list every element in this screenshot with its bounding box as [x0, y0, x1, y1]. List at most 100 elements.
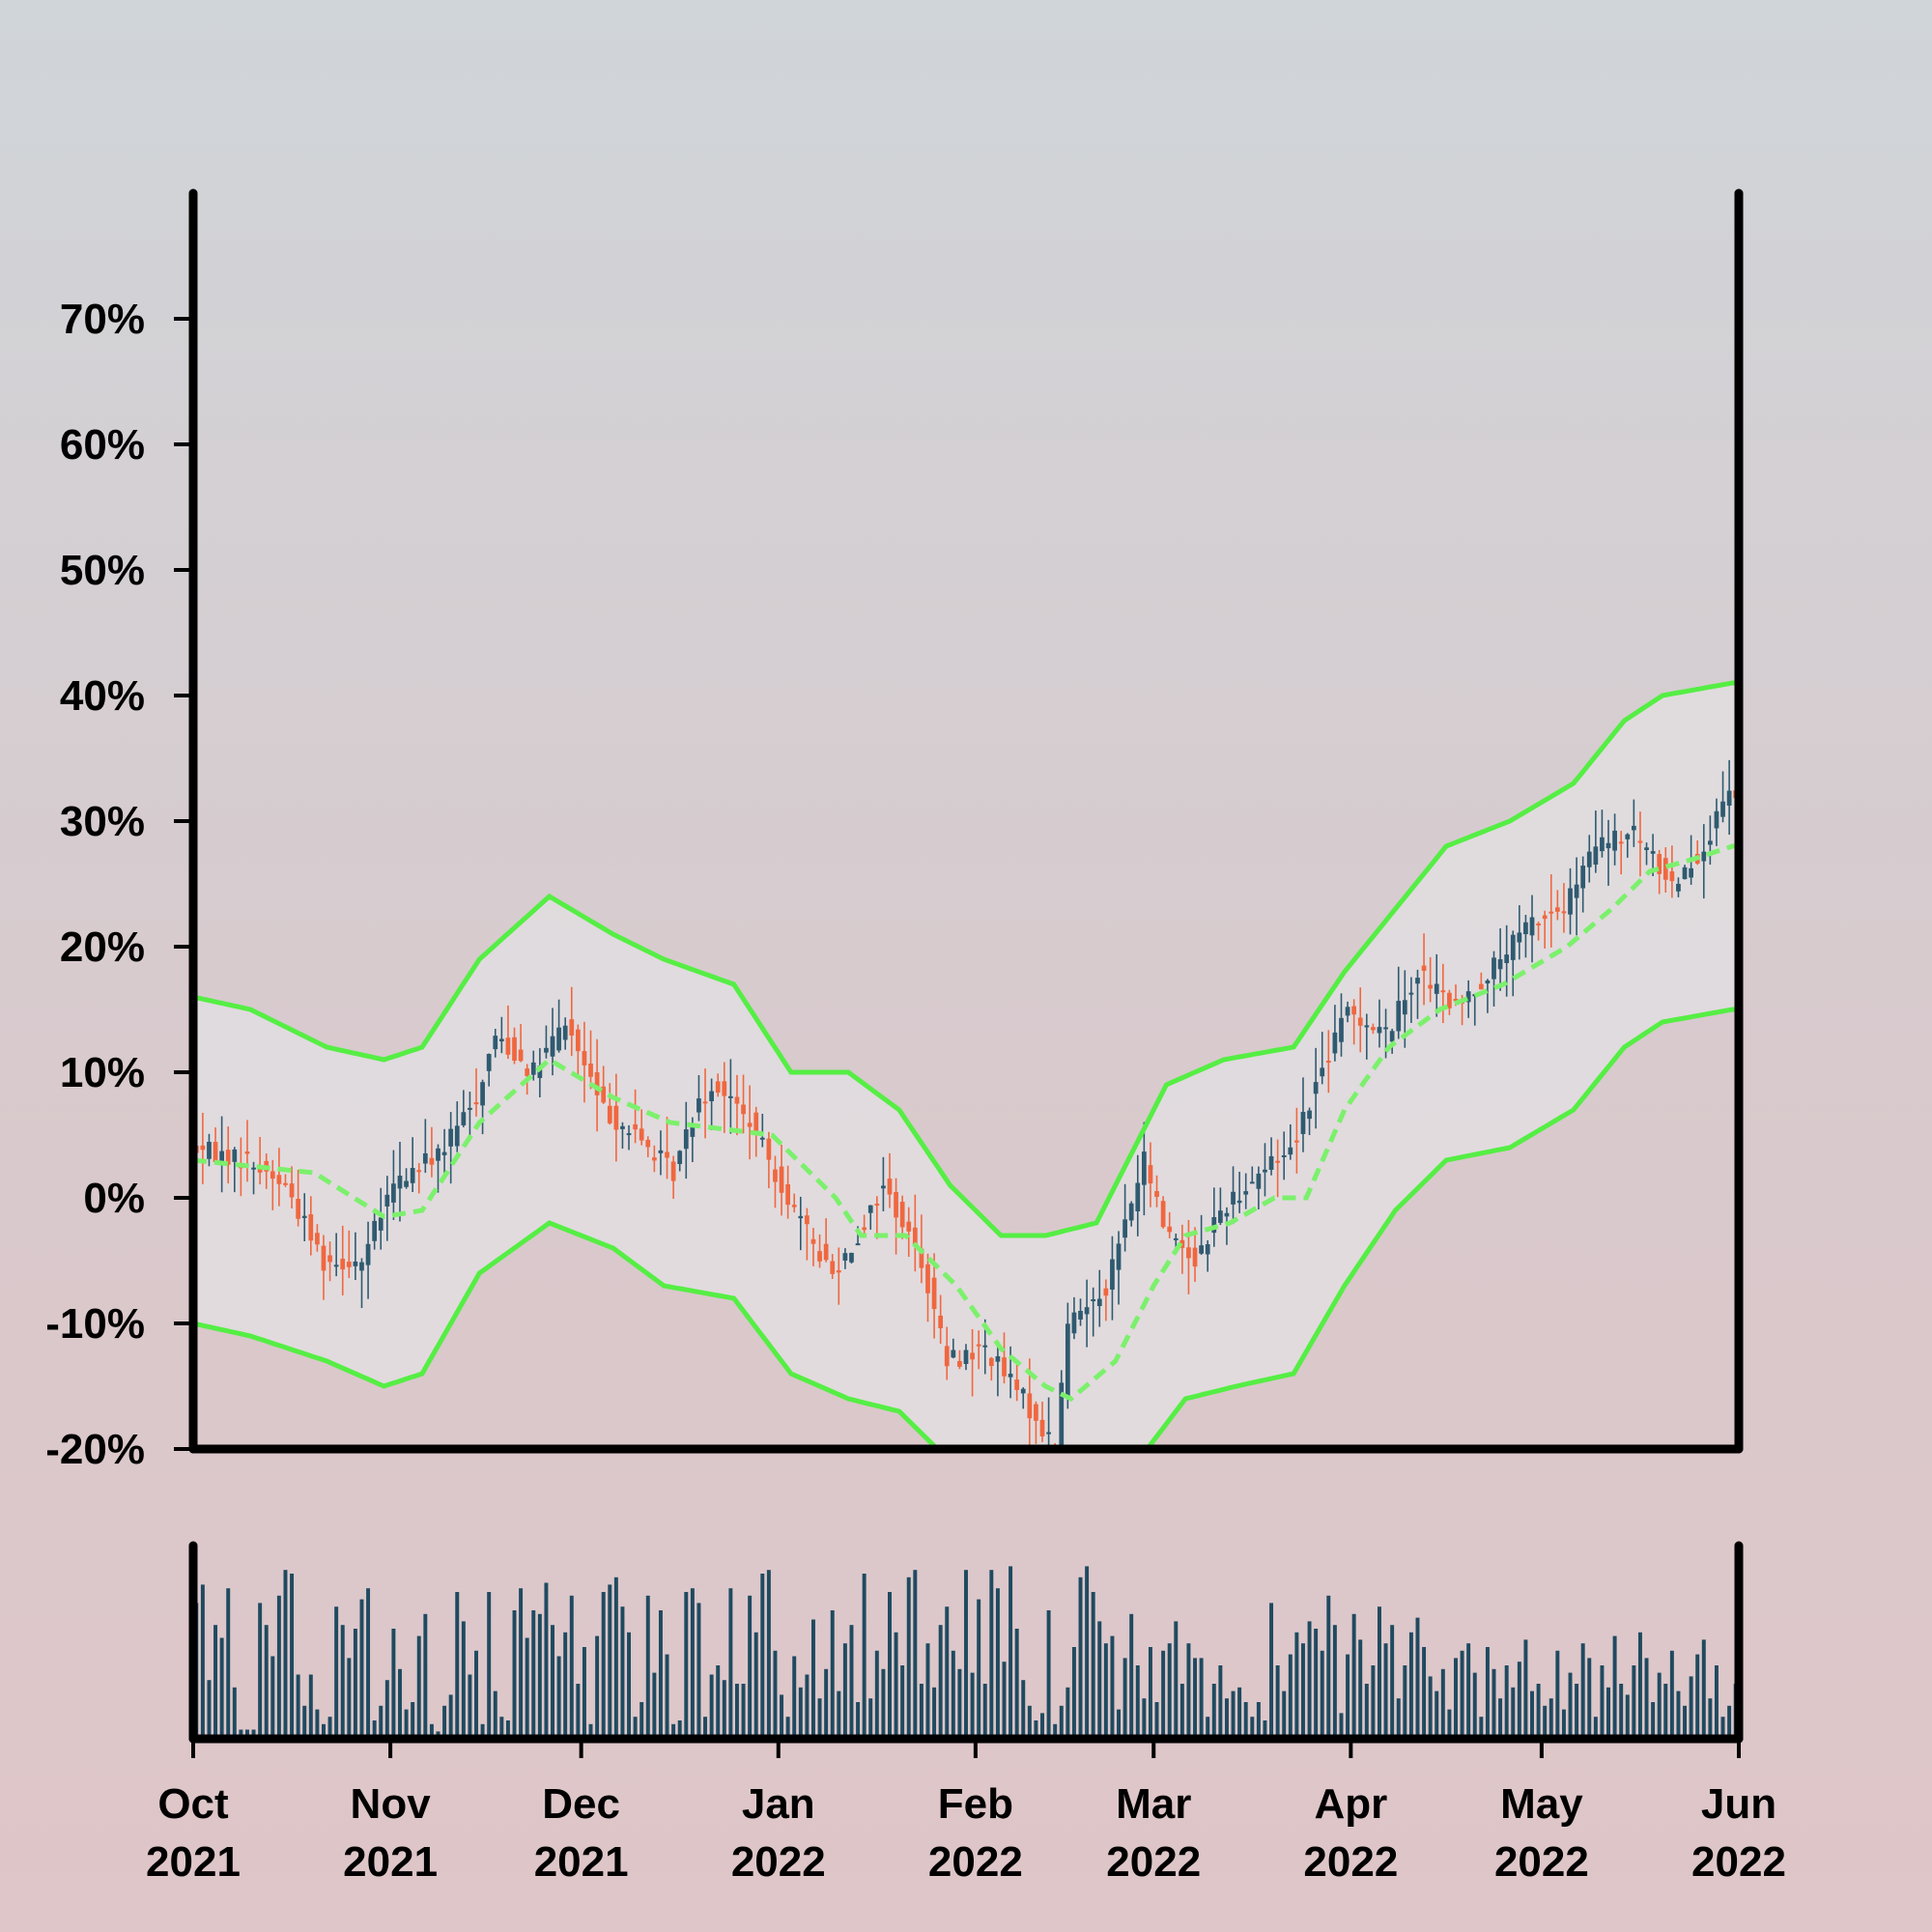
candle	[1154, 1175, 1159, 1208]
candle-body	[315, 1233, 320, 1245]
candle-body	[537, 1065, 543, 1078]
candle	[944, 1326, 950, 1380]
volume-bar	[366, 1588, 371, 1739]
volume-bar	[1243, 1702, 1248, 1739]
candle-body	[1141, 1151, 1147, 1185]
candle-body	[995, 1355, 1001, 1362]
candle-body	[1281, 1154, 1287, 1157]
candle	[715, 1073, 721, 1097]
candle-body	[562, 1025, 568, 1040]
volume-bar	[1161, 1650, 1166, 1739]
volume-panel	[188, 1541, 1744, 1744]
candle	[1485, 979, 1491, 1013]
candle	[1478, 972, 1484, 990]
volume-bar	[423, 1613, 428, 1739]
candle-body	[728, 1095, 733, 1098]
volume-bar	[805, 1674, 810, 1739]
candle	[970, 1328, 975, 1397]
volume-bar	[1034, 1720, 1038, 1739]
candle	[562, 1017, 568, 1050]
candle	[670, 1155, 676, 1200]
candle-body	[639, 1128, 644, 1141]
candle	[1408, 977, 1414, 1023]
volume-bar	[1435, 1690, 1439, 1739]
volume-bar	[512, 1610, 517, 1739]
candle-body	[1676, 883, 1681, 892]
candle	[493, 1029, 498, 1058]
volume-bar	[1466, 1643, 1471, 1739]
volume-bar	[906, 1577, 911, 1739]
volume-bar	[613, 1577, 618, 1739]
candle	[1039, 1401, 1045, 1442]
candle	[1065, 1302, 1070, 1409]
candle-body	[498, 1038, 504, 1042]
candle	[1720, 771, 1725, 823]
candle	[1307, 1107, 1312, 1136]
candle	[734, 1074, 740, 1136]
candle	[639, 1109, 644, 1146]
candle-body	[1307, 1110, 1312, 1120]
candle-body	[244, 1151, 250, 1154]
candle-body	[874, 1204, 880, 1207]
candle-body	[665, 1151, 669, 1158]
candle-body	[391, 1183, 396, 1203]
candle-body	[982, 1345, 988, 1348]
candle	[912, 1194, 918, 1272]
candle-body	[1034, 1404, 1038, 1421]
candle	[1415, 969, 1420, 1019]
candle	[1377, 999, 1382, 1048]
volume-bar	[970, 1672, 975, 1739]
candle-body	[938, 1315, 944, 1328]
candle	[785, 1165, 791, 1219]
candle-body	[270, 1171, 275, 1179]
candle-body	[1236, 1200, 1242, 1204]
candle-body	[1542, 915, 1548, 920]
candle	[283, 1174, 288, 1187]
candle-body	[830, 1261, 836, 1274]
volume-bar	[588, 1723, 593, 1739]
candle-body	[702, 1101, 708, 1104]
volume-bar	[856, 1702, 861, 1739]
candle-body	[810, 1238, 816, 1244]
candle-body	[289, 1183, 295, 1198]
volume-bar	[411, 1702, 415, 1739]
candle	[219, 1116, 224, 1193]
candle	[365, 1221, 371, 1299]
volume-bar	[1568, 1672, 1573, 1739]
candle	[645, 1136, 651, 1157]
volume-bar	[1186, 1643, 1191, 1739]
candle	[544, 1025, 549, 1059]
volume-bar	[665, 1654, 669, 1739]
candle	[601, 1065, 607, 1104]
candle-body	[404, 1180, 409, 1187]
candle	[1548, 873, 1554, 948]
volume-bar	[270, 1656, 275, 1739]
candle-body	[1160, 1201, 1166, 1228]
volume-bar	[213, 1625, 218, 1739]
candle-body	[1148, 1165, 1153, 1184]
candle	[1002, 1332, 1007, 1384]
candle-body	[1008, 1374, 1013, 1378]
candle	[404, 1168, 409, 1189]
volume-bar	[620, 1606, 625, 1739]
volume-bar	[1644, 1658, 1649, 1739]
candle-body	[658, 1150, 664, 1153]
volume-bar	[1142, 1698, 1147, 1739]
volume-bar	[837, 1690, 841, 1739]
volume-bar	[977, 1599, 981, 1739]
volume-bar	[1695, 1654, 1700, 1739]
candle-body	[1345, 1007, 1350, 1016]
candle-body	[925, 1264, 930, 1293]
candle	[1300, 1077, 1306, 1152]
candle-body	[493, 1036, 498, 1050]
candle-body	[894, 1191, 898, 1218]
candle-body	[219, 1151, 224, 1162]
volume-bar	[544, 1582, 549, 1739]
x-tick-year: 2021	[146, 1838, 241, 1886]
candle-body	[340, 1259, 346, 1270]
candle-body	[601, 1086, 607, 1103]
volume-bar	[1078, 1577, 1083, 1739]
volume-bar	[728, 1588, 733, 1739]
volume-bar	[1689, 1676, 1693, 1739]
volume-bar	[1676, 1690, 1681, 1739]
